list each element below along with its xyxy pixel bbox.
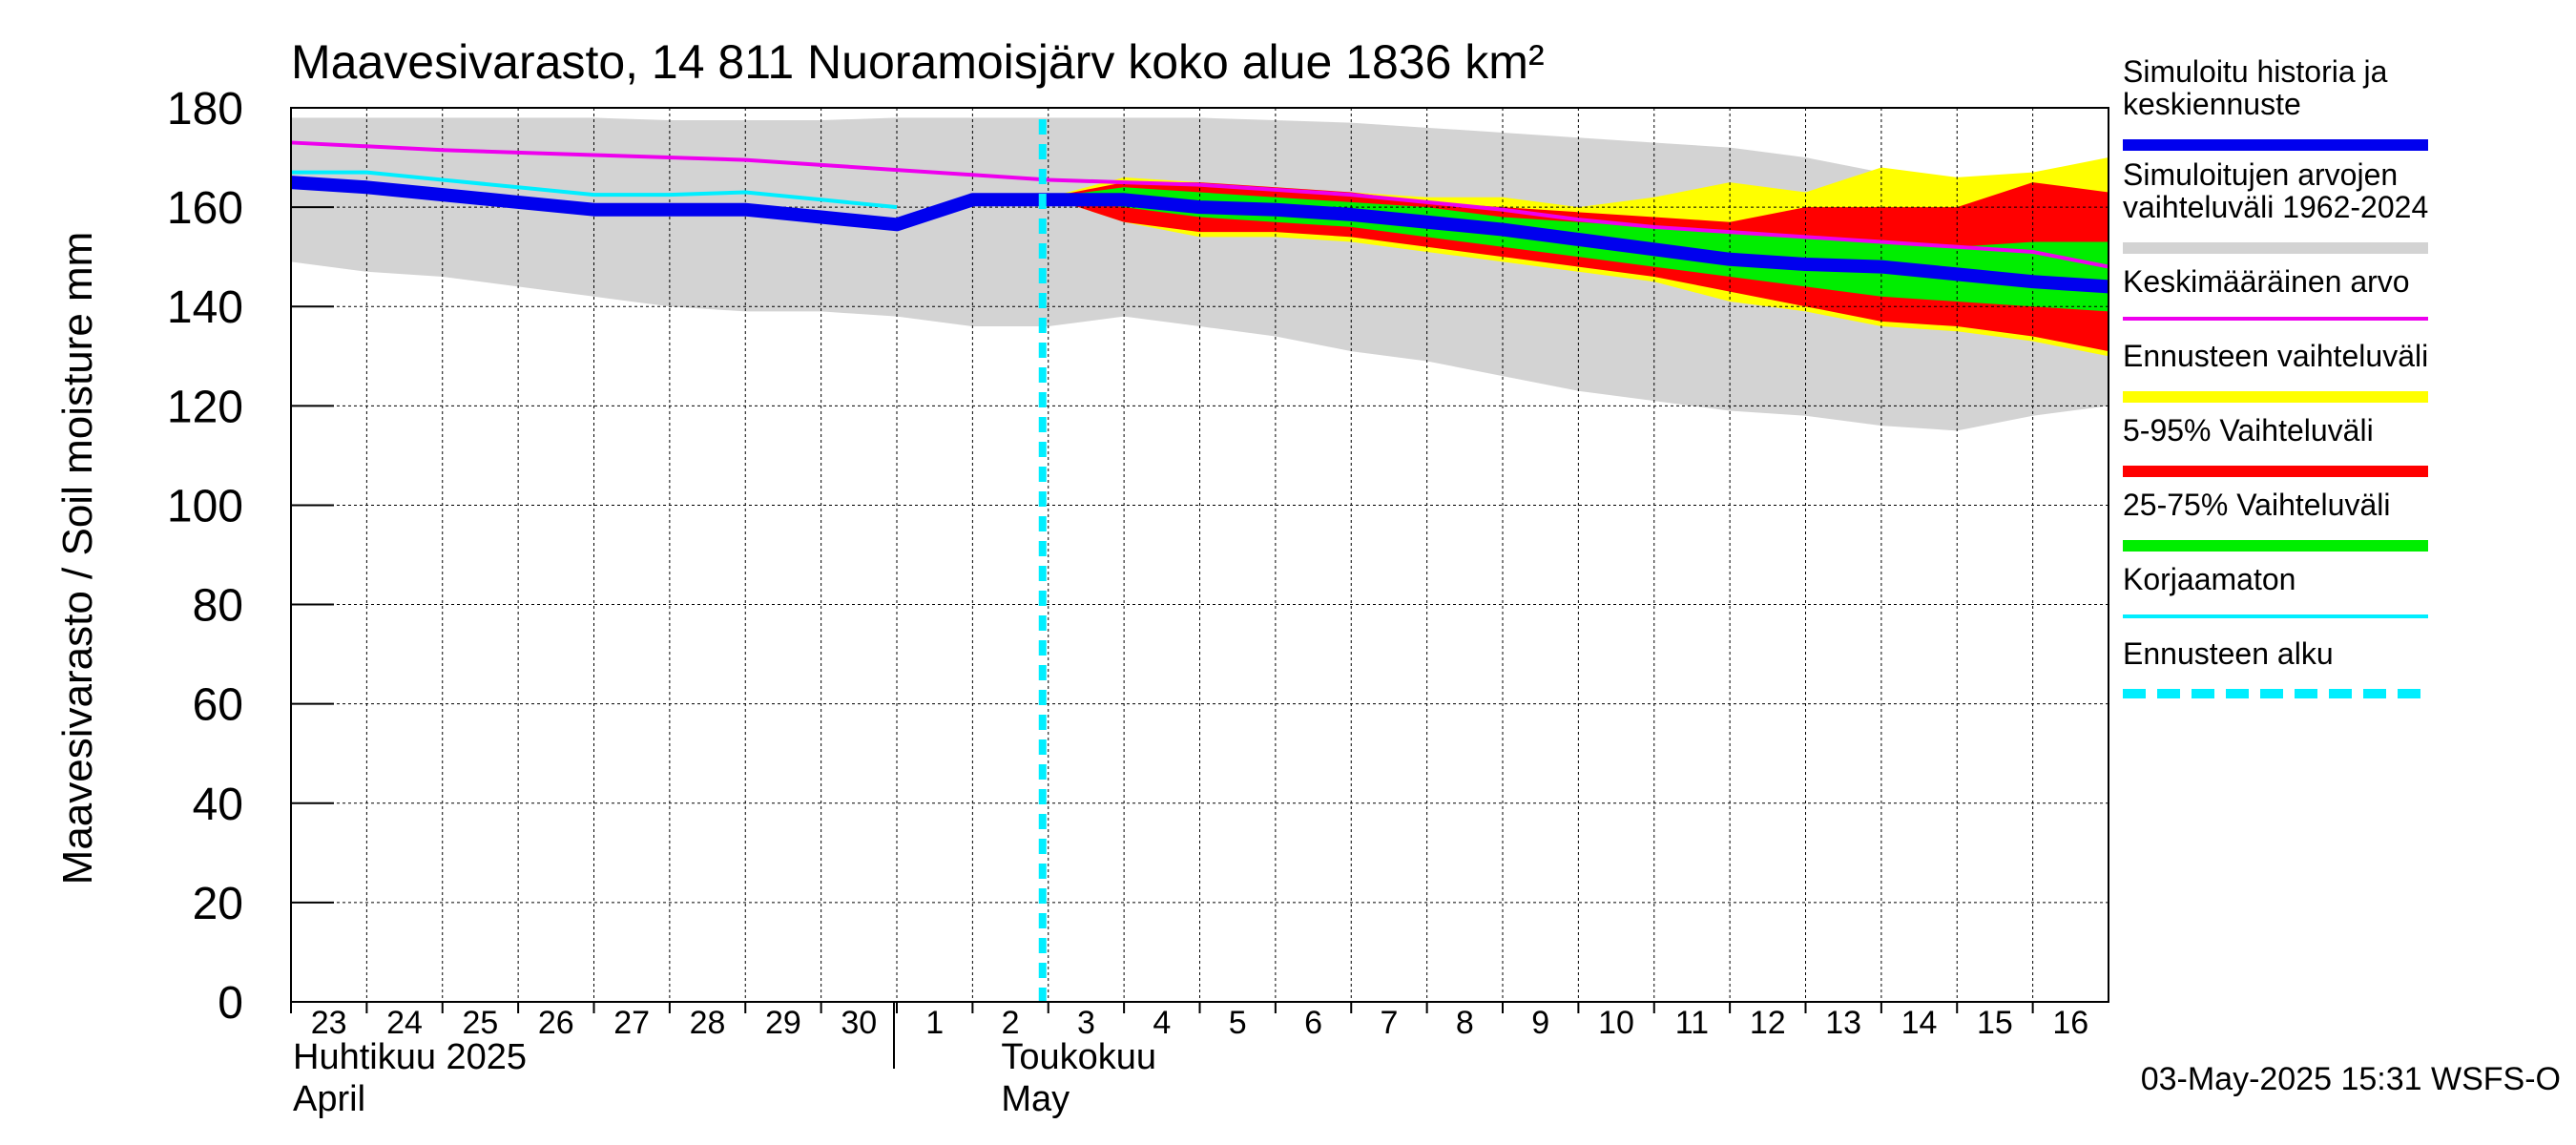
y-tick-label: 80: [193, 581, 243, 632]
legend-item-simuloitujen-arvojen-vaihteluv-li-1962-2024: Simuloitujen arvojen vaihteluväli 1962-2…: [2123, 157, 2571, 254]
series-keskim-r-inen-arvo: [290, 140, 2109, 269]
legend-label: Keskimääräinen arvo: [2123, 264, 2410, 299]
legend-item-25-75-vaihteluv-li: 25-75% Vaihteluväli: [2123, 488, 2571, 552]
x-tick-label: 25: [463, 1005, 499, 1041]
x-tick-label: 16: [2052, 1005, 2088, 1041]
y-tick-label: 120: [167, 382, 243, 432]
legend-label: 25-75% Vaihteluväli: [2123, 488, 2391, 522]
series-korjaamaton: [291, 170, 898, 210]
y-tick-label: 140: [167, 282, 243, 333]
legend-swatch: [2123, 689, 2428, 698]
x-tick-label: 29: [765, 1005, 801, 1041]
legend-item-keskim-r-inen-arvo: Keskimääräinen arvo: [2123, 264, 2571, 321]
legend-item-5-95-vaihteluv-li: 5-95% Vaihteluväli: [2123, 413, 2571, 477]
legend-label: Simuloitujen arvojen vaihteluväli 1962-2…: [2123, 157, 2429, 224]
month-label-en: April: [293, 1079, 365, 1119]
legend-swatch: [2123, 466, 2428, 477]
y-axis-label: Maavesivarasto / Soil moisture mm: [54, 232, 101, 885]
x-tick-label: 4: [1153, 1005, 1171, 1041]
legend-item-korjaamaton: Korjaamaton: [2123, 562, 2571, 618]
legend-item-ennusteen-vaihteluv-li: Ennusteen vaihteluväli: [2123, 339, 2571, 403]
month-label-en: May: [1001, 1079, 1070, 1119]
x-tick-label: 28: [690, 1005, 726, 1041]
x-tick-label: 24: [386, 1005, 423, 1041]
legend-swatch: [2123, 614, 2428, 618]
x-tick-label: 9: [1531, 1005, 1549, 1041]
legend-swatch: [2123, 391, 2428, 403]
x-tick-label: 11: [1675, 1005, 1709, 1041]
x-tick-label: 30: [841, 1005, 877, 1041]
x-tick-label: 27: [613, 1005, 650, 1041]
x-tick-label: 2: [1002, 1005, 1020, 1041]
y-tick-label: 40: [193, 780, 243, 830]
x-tick-label: 13: [1825, 1005, 1861, 1041]
chart-title: Maavesivarasto, 14 811 Nuoramoisjärv kok…: [291, 35, 1545, 89]
month-label-fi: Huhtikuu 2025: [293, 1037, 527, 1077]
x-tick-label: 15: [1977, 1005, 2013, 1041]
legend-item-ennusteen-alku: Ennusteen alku: [2123, 636, 2571, 698]
y-tick-label: 160: [167, 183, 243, 234]
legend-item-simuloitu-historia-ja-keskiennuste: Simuloitu historia ja keskiennuste: [2123, 54, 2571, 151]
x-tick-label: 8: [1456, 1005, 1474, 1041]
y-tick-label: 60: [193, 680, 243, 731]
x-tick-label: 6: [1304, 1005, 1322, 1041]
x-tick-label: 12: [1750, 1005, 1786, 1041]
y-tick-label: 100: [167, 481, 243, 531]
legend-swatch: [2123, 317, 2428, 321]
chart-lines: [290, 119, 2109, 1002]
x-tick-label: 3: [1077, 1005, 1095, 1041]
x-tick-label: 23: [311, 1005, 347, 1041]
y-tick-label: 180: [167, 84, 243, 135]
x-tick-label: 10: [1598, 1005, 1634, 1041]
legend-swatch: [2123, 242, 2428, 254]
legend-swatch: [2123, 139, 2428, 151]
month-label-fi: Toukokuu: [1001, 1037, 1156, 1077]
legend-label: 5-95% Vaihteluväli: [2123, 413, 2374, 448]
chart-grid: [291, 107, 2109, 1002]
series-simuloitu-historia-ja-keskiennuste: [290, 176, 2109, 294]
x-tick-label: 1: [925, 1005, 944, 1041]
legend-label: Simuloitu historia ja keskiennuste: [2123, 54, 2388, 121]
x-tick-label: 26: [538, 1005, 574, 1041]
timestamp-footer: 03-May-2025 15:31 WSFS-O: [2140, 1061, 2561, 1097]
x-tick-label: 7: [1380, 1005, 1398, 1041]
legend-label: Ennusteen vaihteluväli: [2123, 339, 2429, 373]
x-tick-label: 14: [1901, 1005, 1938, 1041]
y-tick-label: 0: [218, 978, 243, 1029]
x-tick-label: 5: [1229, 1005, 1247, 1041]
y-tick-label: 20: [193, 879, 243, 929]
legend-label: Ennusteen alku: [2123, 636, 2334, 671]
legend-swatch: [2123, 540, 2428, 552]
legend-label: Korjaamaton: [2123, 562, 2296, 596]
